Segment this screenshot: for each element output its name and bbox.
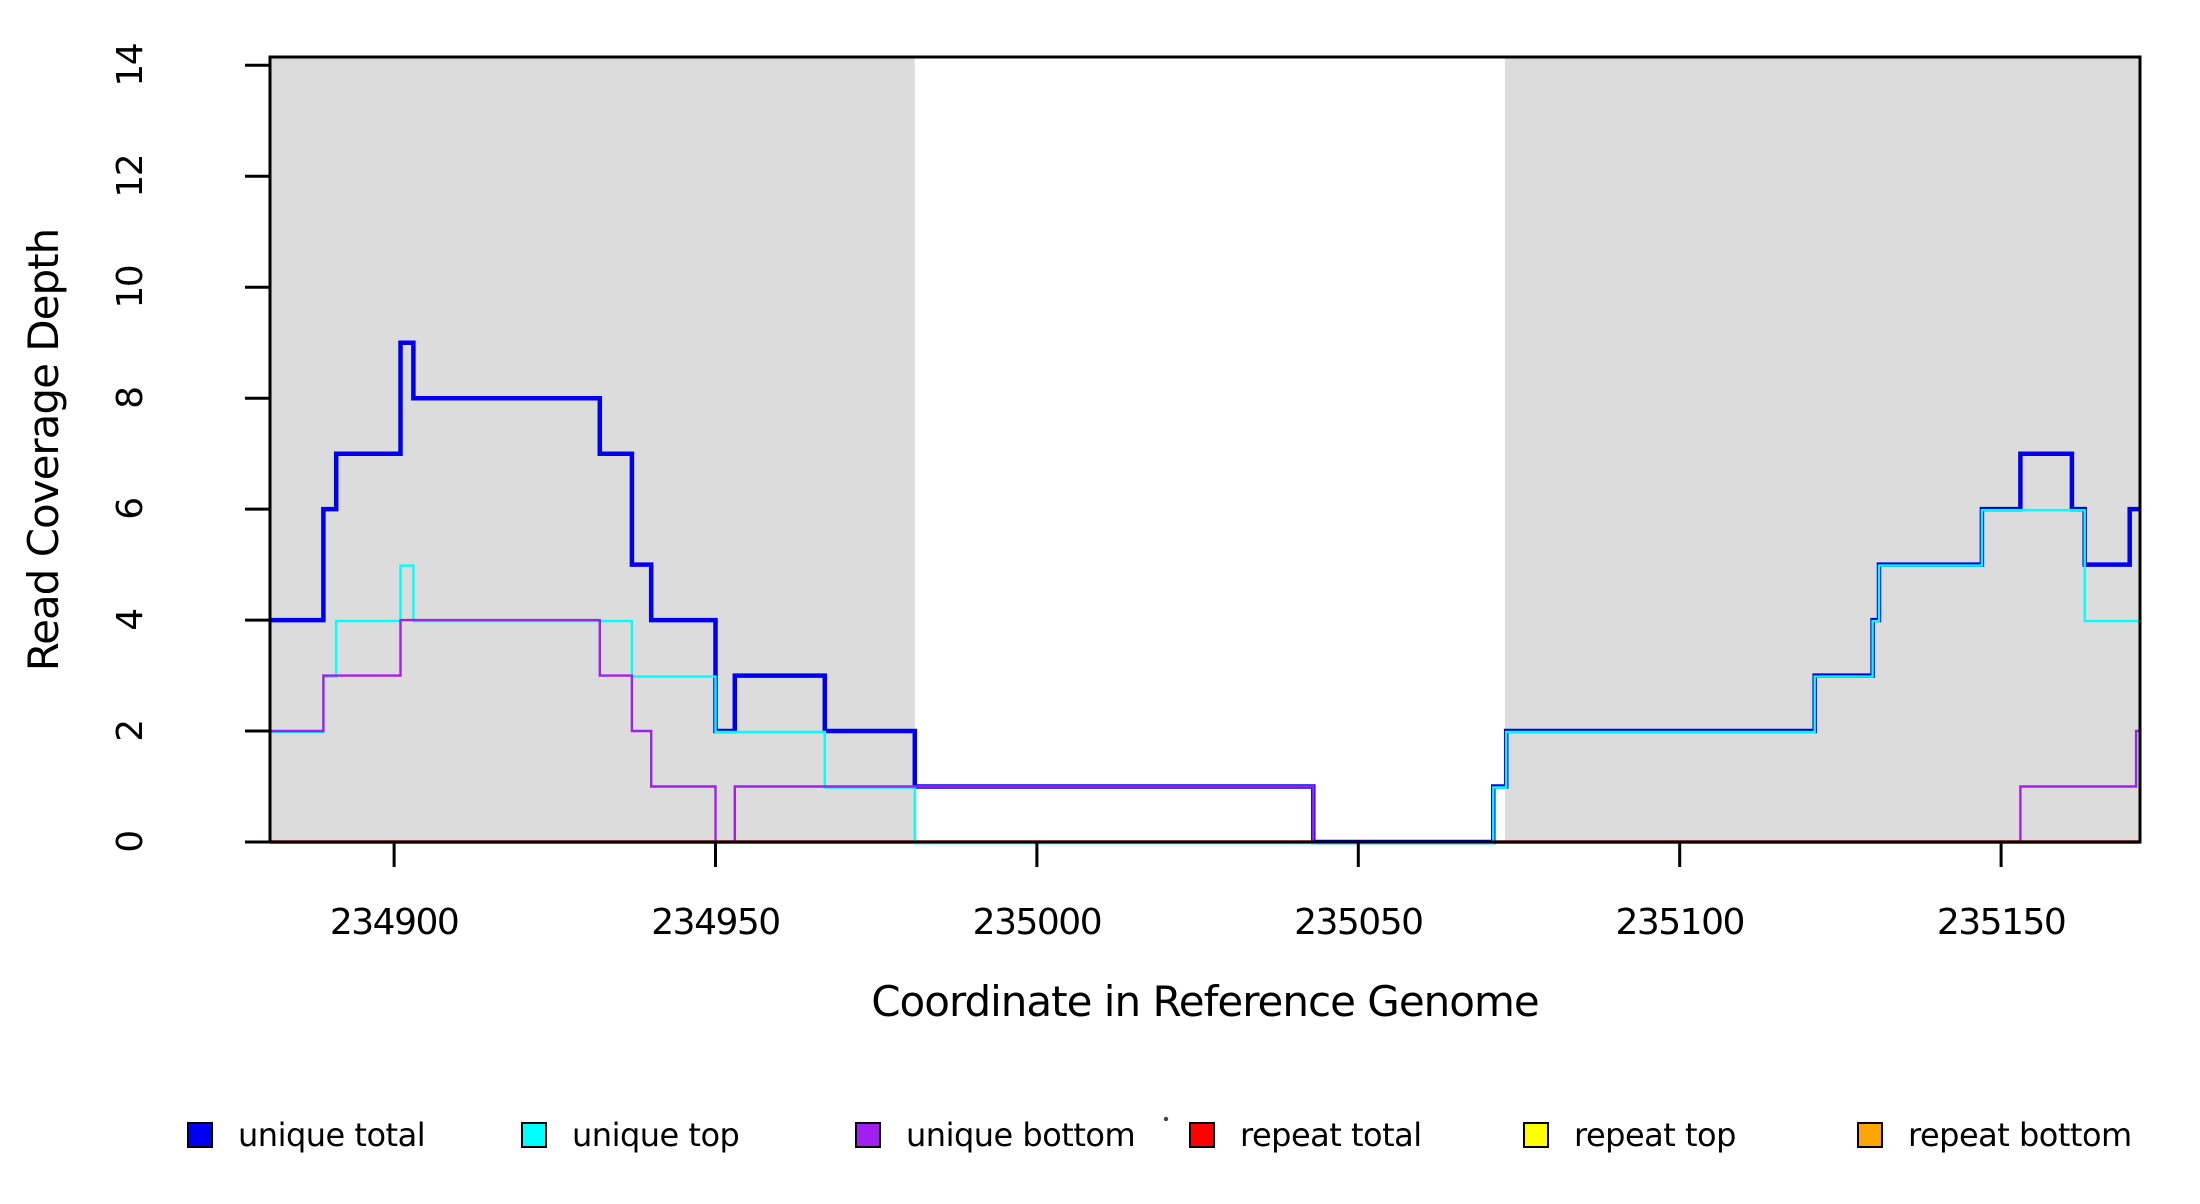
shaded-region — [1504, 57, 2140, 842]
x-tick-label: 235150 — [1937, 902, 2065, 943]
y-axis-title: Read Coverage Depth — [19, 229, 68, 671]
legend-item-label: repeat total — [1240, 1116, 1422, 1154]
shaded-regions — [270, 57, 2140, 842]
plot-frame-and-ticks — [245, 55, 2142, 867]
legend-item-label: unique top — [572, 1116, 739, 1154]
legend-item-unique-top: unique top — [521, 1116, 740, 1154]
legend-swatch — [855, 1122, 881, 1148]
legend-item-label: repeat bottom — [1908, 1116, 2132, 1154]
legend-item-label: unique bottom — [906, 1116, 1135, 1154]
y-tick-label: 8 — [110, 387, 151, 408]
y-tick-label: 6 — [110, 498, 151, 519]
y-tick-label: 0 — [110, 831, 151, 852]
legend-item-unique-bottom: unique bottom — [855, 1116, 1136, 1154]
series-line-unique-bottom — [270, 618, 2140, 844]
y-tick-label: 14 — [110, 44, 151, 87]
artifact-dot — [1163, 1116, 1169, 1122]
legend-swatch — [1857, 1122, 1883, 1148]
x-tick-label: 234950 — [651, 902, 779, 943]
legend-item-repeat-total: repeat total — [1189, 1116, 1422, 1154]
y-tick-label: 12 — [110, 155, 151, 198]
legend-item-repeat-top: repeat top — [1523, 1116, 1736, 1154]
x-tick-label: 235050 — [1294, 902, 1422, 943]
legend: unique total unique top unique bottom repea… — [187, 1116, 2132, 1154]
x-tick-label: 234900 — [330, 902, 458, 943]
y-tick-label: 10 — [110, 266, 151, 309]
legend-item-label: repeat top — [1574, 1116, 1736, 1154]
legend-item-unique-total: unique total — [187, 1116, 426, 1154]
x-axis-title: Coordinate in Reference Genome — [871, 977, 1539, 1026]
series-line-unique-top — [270, 508, 2140, 845]
shaded-region — [270, 57, 915, 842]
legend-swatch — [521, 1122, 547, 1148]
legend-item-repeat-bottom: repeat bottom — [1857, 1116, 2132, 1154]
plot-border — [268, 55, 2142, 844]
legend-swatch — [187, 1122, 213, 1148]
y-tick-label: 4 — [110, 609, 151, 630]
y-tick-label: 2 — [110, 720, 151, 741]
x-tick-label: 235000 — [973, 902, 1101, 943]
legend-swatch — [1189, 1122, 1215, 1148]
legend-item-label: unique total — [238, 1116, 425, 1154]
x-tick-label: 235100 — [1615, 902, 1743, 943]
legend-swatch — [1523, 1122, 1549, 1148]
tick-labels: 234900 234950 235000 235050 235100 235150 0 2 4 6… — [110, 44, 2067, 943]
